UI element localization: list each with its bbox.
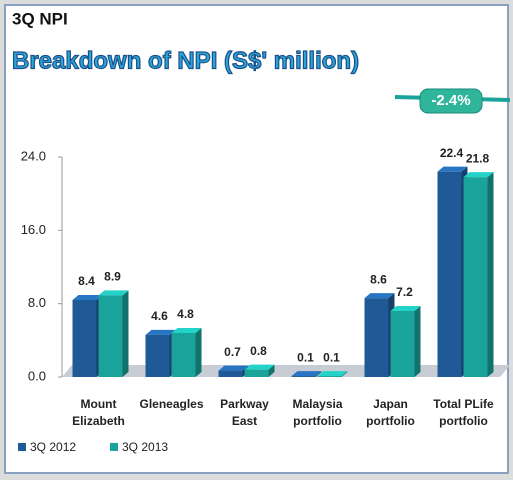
y-tick-label: 24.0	[21, 148, 46, 163]
bar	[463, 177, 488, 377]
data-label: 4.6	[151, 309, 168, 323]
x-tick-label: Malaysia portfolio	[292, 397, 342, 428]
bar-top	[145, 329, 176, 335]
data-label: 8.4	[78, 274, 95, 288]
bar-top	[291, 371, 322, 377]
legend-label: 3Q 2013	[122, 440, 168, 454]
bar	[390, 311, 415, 377]
bar-top	[364, 293, 395, 299]
data-label: 8.6	[370, 272, 387, 286]
bar-top	[390, 306, 421, 311]
data-label: 8.9	[104, 270, 121, 284]
legend-label: 3Q 2012	[30, 440, 76, 454]
bar	[72, 300, 97, 377]
panel	[4, 4, 509, 474]
bar-top	[437, 166, 468, 172]
bar-top	[171, 328, 202, 333]
bar	[218, 370, 243, 377]
bar	[171, 333, 196, 377]
bar-top	[218, 365, 249, 371]
data-label: 21.8	[466, 151, 490, 165]
bar-top	[244, 364, 275, 370]
bar	[291, 376, 316, 377]
bar-top	[98, 290, 129, 296]
y-tick-label: 0.0	[28, 368, 46, 383]
bar-top	[317, 371, 348, 377]
x-tick-label: Japan portfolio	[366, 397, 415, 428]
chart-subtitle: Breakdown of NPI (S$' million)	[12, 47, 359, 74]
chart-title: 3Q NPI	[12, 9, 68, 28]
x-tick-label: Mount Elizabeth	[72, 397, 125, 428]
data-label: 0.7	[224, 345, 241, 359]
annotation: -2.4%	[431, 92, 470, 109]
x-tick-label: Parkway East	[220, 397, 269, 428]
x-tick-label: Gleneagles	[139, 397, 203, 411]
annotation-box	[419, 88, 483, 114]
bar	[145, 334, 170, 377]
data-label: 4.8	[177, 307, 194, 321]
bar	[244, 369, 269, 377]
x-tick-label: Total PLife portfolio	[433, 397, 494, 428]
data-label: 22.4	[440, 146, 464, 160]
bar-side	[315, 371, 322, 377]
data-label: 0.1	[323, 350, 340, 364]
bar	[364, 298, 389, 377]
bar-top	[72, 295, 103, 300]
bar-side	[341, 371, 348, 377]
bar-side	[195, 328, 202, 377]
bar	[317, 376, 342, 377]
bar-side	[414, 306, 421, 377]
y-tick-label: 16.0	[21, 222, 46, 237]
bar	[437, 171, 462, 377]
bar-side	[487, 172, 494, 377]
data-label: 0.8	[250, 344, 267, 358]
bar-side	[268, 364, 275, 377]
bar-side	[122, 290, 129, 377]
bar-top	[463, 172, 494, 178]
data-label: 0.1	[297, 350, 314, 364]
y-tick-label: 8.0	[28, 295, 46, 310]
legend-swatch	[18, 443, 26, 451]
legend-swatch	[110, 443, 118, 451]
data-label: 7.2	[396, 285, 413, 299]
bar	[98, 295, 123, 377]
